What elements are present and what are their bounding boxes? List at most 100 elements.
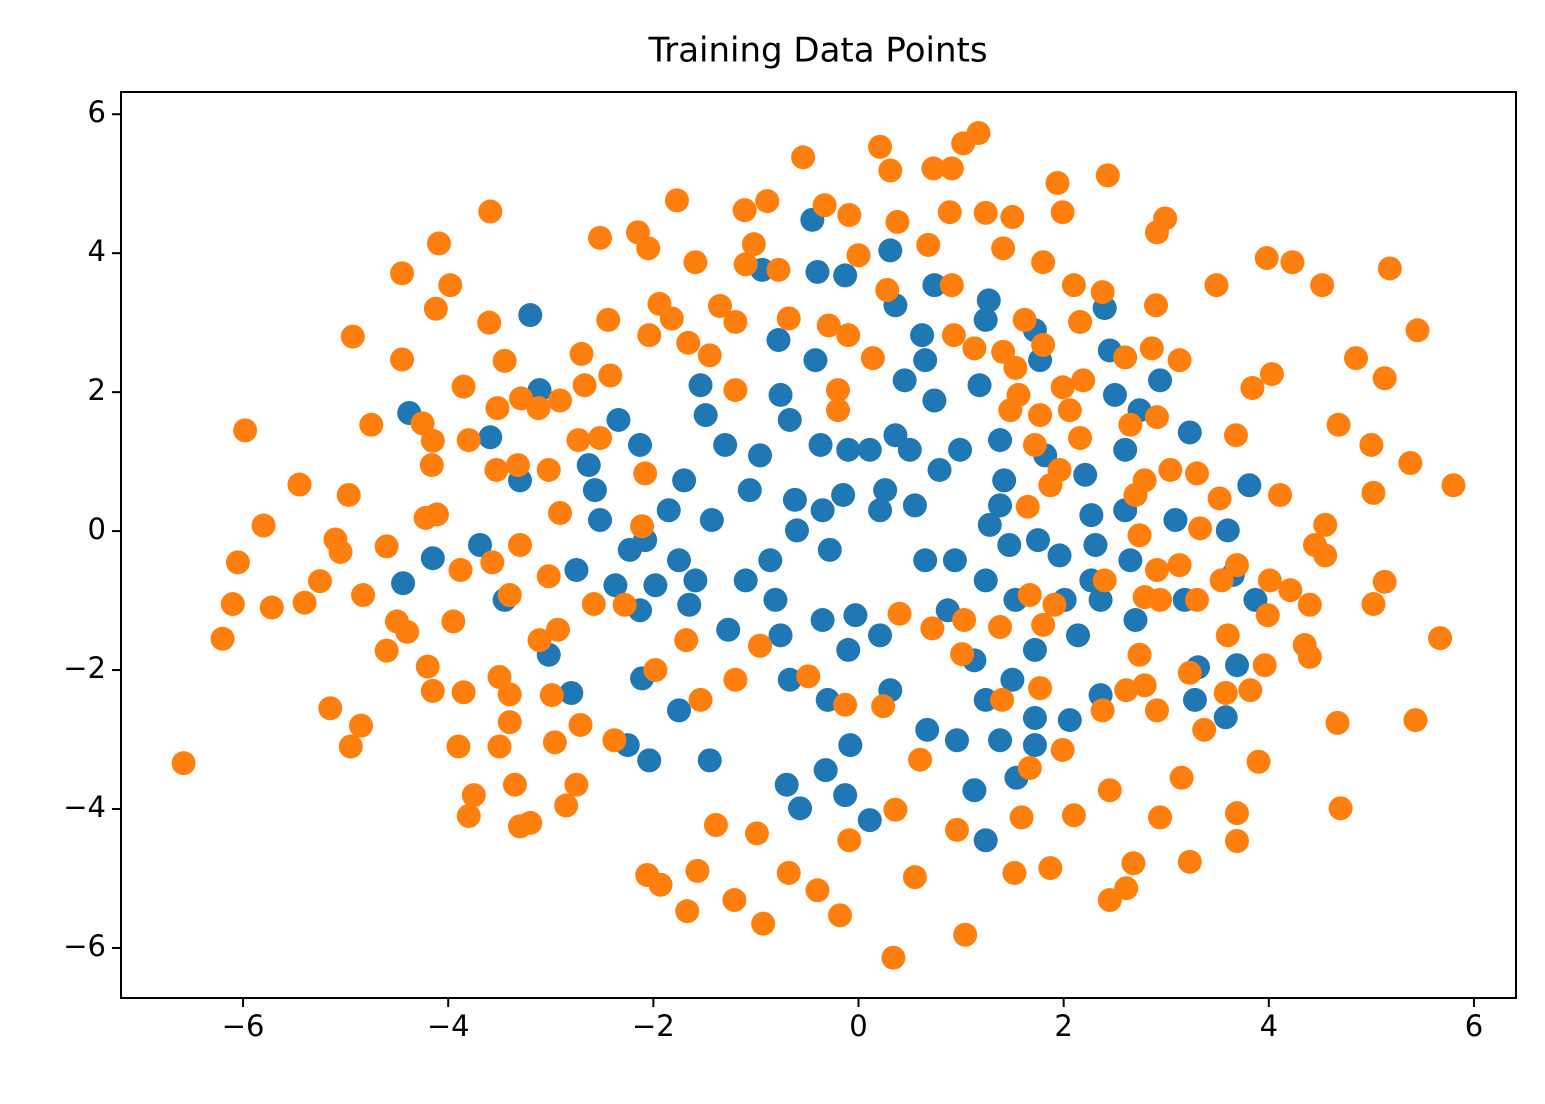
- scatter-point: [1213, 680, 1238, 705]
- scatter-point: [881, 945, 906, 970]
- scatter-point: [1066, 623, 1091, 648]
- scatter-point: [1017, 756, 1042, 781]
- scatter-point: [497, 583, 522, 608]
- scatter-point: [420, 546, 445, 571]
- scatter-point: [913, 348, 938, 373]
- scatter-point: [596, 307, 621, 332]
- scatter-point: [1079, 503, 1104, 528]
- scatter-point: [1000, 205, 1025, 230]
- scatter-point: [737, 478, 762, 503]
- scatter-point: [566, 428, 591, 453]
- scatter-point: [456, 803, 481, 828]
- scatter-point: [1050, 737, 1075, 762]
- scatter-point: [1325, 710, 1350, 735]
- scatter-point: [910, 323, 935, 348]
- scatter-point: [1144, 405, 1169, 430]
- scatter-point: [287, 472, 312, 497]
- scatter-point: [1184, 587, 1209, 612]
- scatter-point: [1192, 717, 1217, 742]
- scatter-point: [939, 273, 964, 298]
- scatter-point: [748, 633, 773, 658]
- scatter-point: [777, 407, 802, 432]
- scatter-point: [973, 568, 998, 593]
- scatter-point: [977, 512, 1002, 537]
- scatter-point: [1343, 346, 1368, 371]
- scatter-point: [359, 412, 384, 437]
- scatter-point: [451, 680, 476, 705]
- scatter-point: [569, 341, 594, 366]
- scatter-point: [777, 667, 802, 692]
- scatter-point: [1045, 171, 1070, 196]
- scatter-point: [825, 378, 850, 403]
- scatter-point: [683, 250, 708, 275]
- x-tick-label: 6: [1465, 1009, 1483, 1043]
- scatter-point: [674, 628, 699, 653]
- scatter-point: [667, 698, 691, 723]
- scatter-point: [908, 747, 933, 772]
- scatter-point: [637, 323, 662, 348]
- scatter-point: [697, 748, 722, 773]
- scatter-point: [825, 398, 850, 423]
- scatter-point: [677, 592, 702, 617]
- scatter-point: [1240, 375, 1265, 400]
- scatter-point: [1188, 516, 1213, 541]
- scatter-point: [875, 278, 900, 303]
- scatter-point: [1143, 293, 1168, 318]
- scatter-point: [582, 478, 607, 503]
- scatter-point: [318, 696, 343, 721]
- scatter-point: [340, 324, 365, 349]
- scatter-point: [1328, 796, 1353, 821]
- scatter-point: [676, 330, 701, 355]
- scatter-point: [871, 694, 896, 719]
- scatter-point: [857, 808, 882, 833]
- scatter-point: [816, 313, 841, 338]
- scatter-point: [542, 730, 567, 755]
- scatter-point: [1090, 280, 1115, 305]
- scatter-point: [477, 310, 502, 335]
- scatter-point: [1326, 412, 1351, 437]
- scatter-point: [633, 461, 658, 486]
- scatter-point: [559, 680, 584, 705]
- y-tick-label: −6: [63, 929, 106, 963]
- scatter-point: [768, 382, 793, 407]
- scatter-point: [685, 858, 710, 883]
- scatter-point: [803, 348, 828, 373]
- scatter-point: [1000, 667, 1025, 692]
- scatter-point: [1031, 250, 1056, 275]
- scatter-point: [878, 158, 903, 183]
- scatter-point: [732, 198, 757, 223]
- scatter-point: [572, 373, 597, 398]
- scatter-point: [784, 518, 809, 543]
- scatter-point: [1238, 678, 1263, 703]
- scatter-point: [868, 623, 893, 648]
- scatter-point: [328, 539, 353, 564]
- scatter-point: [526, 396, 551, 421]
- scatter-point: [1097, 778, 1122, 803]
- scatter-point: [991, 236, 1016, 261]
- scatter-point: [426, 231, 451, 256]
- scatter-point: [838, 733, 863, 758]
- scatter-point: [833, 263, 858, 288]
- scatter-point: [1127, 642, 1152, 667]
- scatter-point: [292, 590, 317, 615]
- scatter-point: [1050, 200, 1075, 225]
- scatter-point: [1237, 473, 1262, 498]
- scatter-point: [1017, 583, 1042, 608]
- scatter-point: [688, 687, 713, 712]
- scatter-point: [1022, 637, 1047, 662]
- scatter-point: [461, 783, 486, 808]
- scatter-point: [492, 348, 517, 373]
- scatter-point: [788, 796, 813, 821]
- scatter-point: [713, 432, 738, 457]
- scatter-point: [976, 288, 1001, 313]
- scatter-point: [351, 583, 376, 608]
- scatter-point: [656, 498, 681, 523]
- x-tick-label: −4: [427, 1009, 470, 1043]
- scatter-point: [699, 507, 724, 532]
- scatter-point: [810, 608, 835, 633]
- scatter-point: [518, 303, 543, 328]
- scatter-point: [497, 682, 522, 707]
- scatter-point: [171, 751, 196, 776]
- x-tick-label: 4: [1260, 1009, 1278, 1043]
